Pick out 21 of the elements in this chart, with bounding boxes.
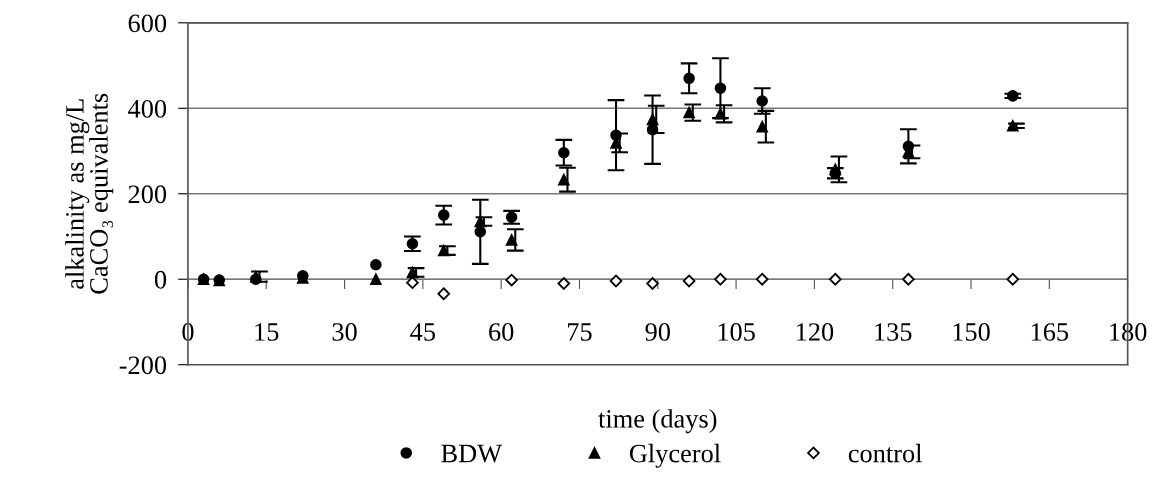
legend-label: control (848, 443, 922, 463)
x-tick-label: 60 (489, 323, 514, 341)
x-tick-label: 30 (332, 323, 357, 341)
x-tick-label: 165 (1031, 323, 1069, 341)
y-tick-label: 400 (128, 99, 167, 118)
x-tick-label: 15 (255, 323, 279, 341)
y-tick-label: 600 (128, 14, 167, 33)
x-tick-label: 105 (718, 323, 755, 341)
x-tick-label: 135 (875, 323, 912, 341)
y-tick-label: 200 (128, 185, 167, 204)
x-tick-label: 90 (645, 323, 670, 341)
x-tick-label: 75 (568, 323, 592, 341)
legend-label: Glycerol (629, 443, 721, 468)
y-tick-label: 0 (154, 270, 167, 289)
y-axis-title: alkalinity as mg/L CaCO₃ equivalents (65, 93, 114, 294)
x-axis-title: time (days) (598, 409, 717, 434)
x-tick-label: 45 (410, 323, 436, 341)
legend-label: BDW (441, 444, 503, 463)
y-tick-label: -200 (119, 356, 167, 375)
x-tick-label: 120 (796, 323, 834, 341)
x-tick-label: 150 (953, 323, 990, 341)
